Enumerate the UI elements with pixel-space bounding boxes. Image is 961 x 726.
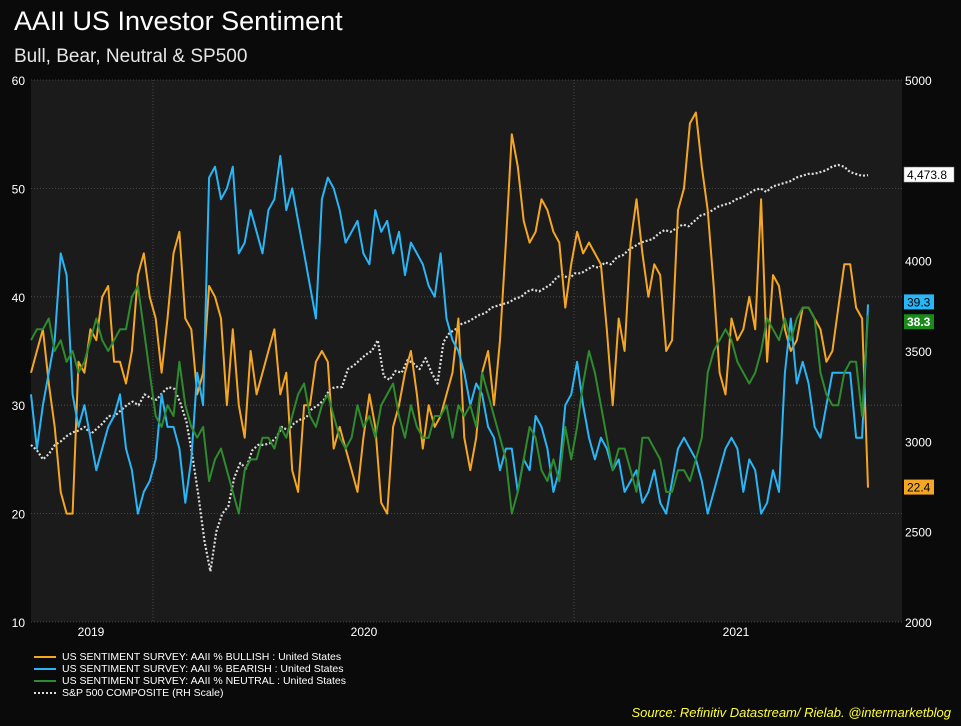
- plot-area: [31, 80, 902, 622]
- end-label-box-1: [904, 294, 934, 310]
- series-line-2: [30, 285, 869, 515]
- y-tick-label-left: 60: [12, 74, 26, 88]
- y-tick-label-right: 2000: [905, 616, 932, 630]
- legend-item-bearish: US SENTIMENT SURVEY: AAII % BEARISH : Un…: [34, 663, 346, 675]
- legend-swatch-bearish: [34, 668, 56, 670]
- end-label-box-2: [904, 314, 934, 330]
- y-tick-label-left: 40: [12, 291, 26, 305]
- legend-swatch-bullish: [34, 656, 56, 658]
- legend-label-sp500: S&P 500 COMPOSITE (RH Scale): [62, 687, 224, 699]
- y-tick-label-left: 30: [12, 399, 26, 413]
- y-tick-label-left: 50: [12, 182, 26, 196]
- chart-title: AAII US Investor Sentiment: [14, 6, 343, 36]
- end-label-1: 39.3: [907, 295, 931, 309]
- source-note: Source: Refinitiv Datastream/ Rielab. @i…: [631, 705, 951, 720]
- legend-swatch-neutral: [34, 680, 56, 682]
- x-tick-label: 2019: [78, 625, 105, 639]
- series-line-3: [30, 163, 869, 573]
- series-line-1: [30, 154, 869, 515]
- y-tick-label-right: 5000: [905, 74, 932, 88]
- y-tick-label-right: 3000: [905, 435, 932, 449]
- end-label-3: 4,473.8: [907, 168, 947, 182]
- legend-label-bullish: US SENTIMENT SURVEY: AAII % BULLISH : Un…: [62, 651, 342, 663]
- legend-swatch-sp500: [34, 692, 56, 694]
- legend-item-bullish: US SENTIMENT SURVEY: AAII % BULLISH : Un…: [34, 651, 346, 663]
- chart-subtitle: Bull, Bear, Neutral & SP500: [14, 46, 248, 67]
- legend-item-sp500: S&P 500 COMPOSITE (RH Scale): [34, 687, 346, 699]
- end-label-box-3: [903, 166, 955, 183]
- end-label-box-0: [904, 479, 934, 495]
- y-tick-label-left: 10: [12, 616, 26, 630]
- y-tick-label-right: 2500: [905, 526, 932, 540]
- y-tick-label-left: 20: [12, 508, 26, 522]
- end-label-0: 22.4: [907, 481, 931, 495]
- legend-item-neutral: US SENTIMENT SURVEY: AAII % NEUTRAL : Un…: [34, 675, 346, 687]
- end-label-2: 38.3: [907, 315, 931, 329]
- x-tick-label: 2021: [723, 625, 750, 639]
- x-tick-label: 2020: [351, 625, 378, 639]
- legend-label-bearish: US SENTIMENT SURVEY: AAII % BEARISH : Un…: [62, 663, 344, 675]
- y-tick-label-right: 4000: [905, 255, 932, 269]
- y-tick-label-right: 3500: [905, 345, 932, 359]
- series-line-0: [30, 111, 869, 515]
- legend: US SENTIMENT SURVEY: AAII % BULLISH : Un…: [34, 651, 346, 699]
- legend-label-neutral: US SENTIMENT SURVEY: AAII % NEUTRAL : Un…: [62, 675, 346, 687]
